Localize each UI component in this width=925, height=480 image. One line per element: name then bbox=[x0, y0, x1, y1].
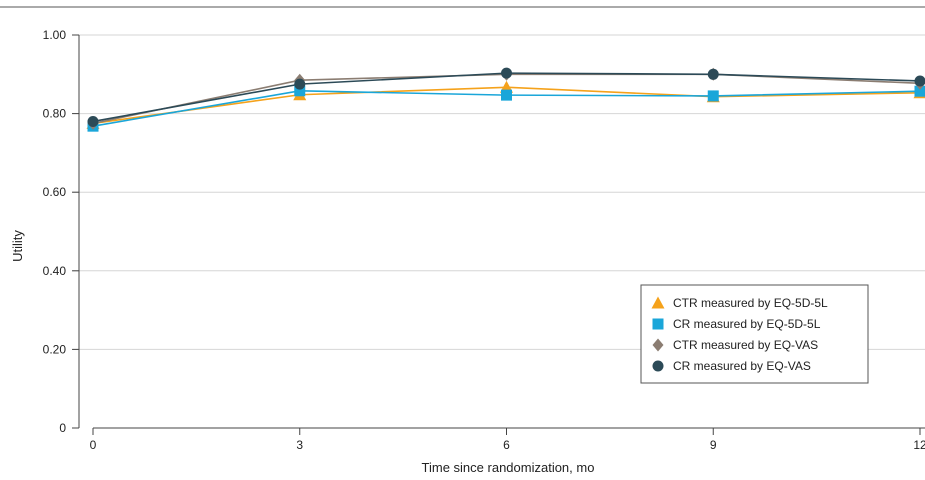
x-tick-label: 6 bbox=[503, 438, 510, 452]
data-point-circle bbox=[914, 75, 925, 87]
x-axis-title: Time since randomization, mo bbox=[422, 460, 595, 475]
legend: CTR measured by EQ-5D-5L CR measured by E… bbox=[640, 284, 869, 384]
data-point-circle bbox=[501, 67, 512, 79]
y-tick-label: 0.20 bbox=[43, 342, 67, 356]
series-group bbox=[86, 67, 925, 132]
gridlines bbox=[73, 34, 925, 350]
data-point-circle bbox=[87, 115, 99, 127]
data-point-square bbox=[294, 85, 306, 97]
x-tick-label: 3 bbox=[296, 438, 303, 452]
legend-box bbox=[640, 284, 869, 384]
legend-label: CR measured by EQ-5D-5L bbox=[673, 317, 821, 331]
y-tick-label: 0 bbox=[59, 421, 66, 435]
y-tick-label: 1.00 bbox=[43, 28, 67, 42]
data-point-circle bbox=[707, 68, 719, 80]
y-tick-label: 0.60 bbox=[43, 185, 67, 199]
legend-marker-square bbox=[652, 318, 664, 330]
axes: 0 0.20 0.40 0.60 0.80 1.00 0 3 6 9 12 bbox=[43, 28, 925, 452]
data-point-square bbox=[707, 90, 719, 102]
data-point-circle bbox=[294, 78, 306, 90]
legend-label: CTR measured by EQ-5D-5L bbox=[673, 296, 828, 310]
x-tick-label: 0 bbox=[90, 438, 97, 452]
y-axis-title: Utility bbox=[10, 230, 25, 262]
legend-label: CTR measured by EQ-VAS bbox=[673, 338, 818, 352]
legend-label: CR measured by EQ-VAS bbox=[673, 359, 811, 373]
y-tick-label: 0.40 bbox=[43, 264, 67, 278]
legend-marker-circle bbox=[652, 360, 664, 372]
data-point-square bbox=[501, 89, 512, 101]
x-tick-label: 12 bbox=[913, 438, 925, 452]
y-tick-label: 0.80 bbox=[43, 107, 67, 121]
legend-marker-diamond bbox=[652, 338, 664, 352]
x-tick-label: 9 bbox=[710, 438, 717, 452]
legend-marker-triangle bbox=[651, 296, 665, 309]
data-point-square bbox=[914, 85, 925, 97]
